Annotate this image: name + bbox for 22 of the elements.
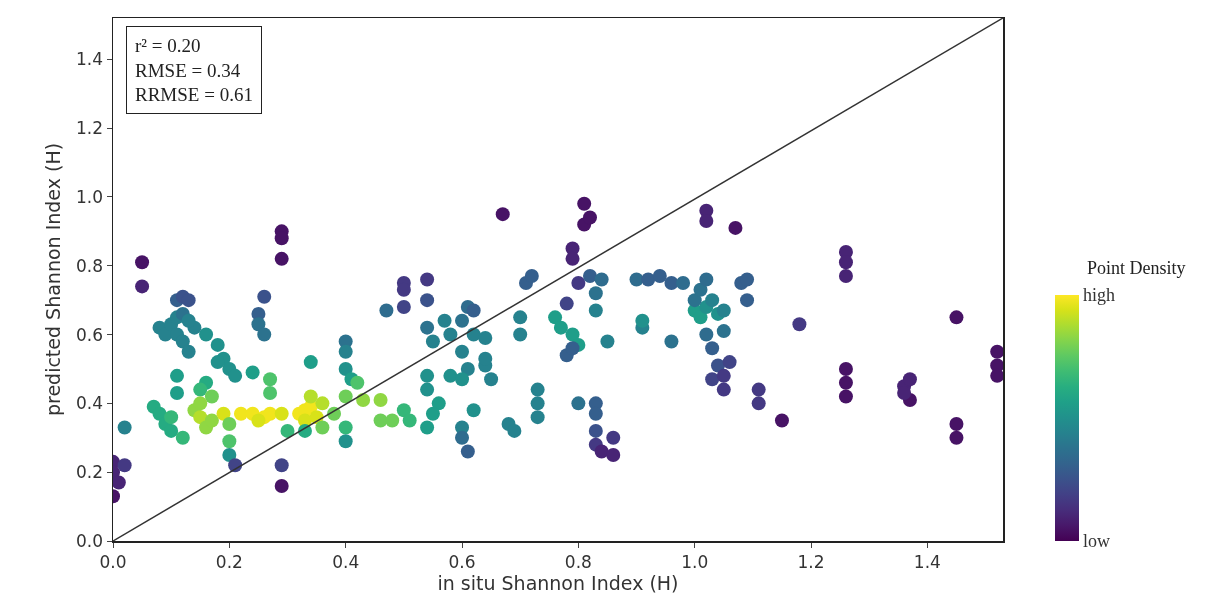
y-tick-label: 0.2	[76, 462, 104, 483]
x-tick-label: 1.4	[913, 551, 941, 572]
x-tick-label: 0.0	[99, 551, 127, 572]
y-tick-label: 1.2	[76, 118, 104, 139]
y-axis-title: predicted Shannon Index (H)	[42, 142, 65, 417]
x-tick-label: 0.8	[564, 551, 592, 572]
color-bar-label: low	[1083, 531, 1111, 552]
x-tick-label: 0.4	[332, 551, 360, 572]
annotation: r² = 0.20 RMSE = 0.34 RRMSE = 0.61	[135, 35, 253, 106]
y-tick-label: 0.8	[76, 255, 104, 276]
x-axis-title: in situ Shannon Index (H)	[437, 572, 679, 595]
y-tick-label: 0.4	[76, 393, 104, 414]
color-bar-title: Point Density	[1087, 258, 1186, 278]
x-tick-label: 1.2	[797, 551, 825, 572]
y-tick-label: 1.0	[76, 186, 104, 207]
x-tick-label: 0.6	[448, 551, 476, 572]
x-tick-label: 0.2	[215, 551, 243, 572]
y-tick-label: 1.4	[76, 49, 104, 70]
color-bar-label: high	[1083, 285, 1116, 306]
x-tick-label: 1.0	[681, 551, 709, 572]
y-tick-label: 0.6	[76, 324, 104, 345]
y-tick-label: 0.0	[76, 530, 104, 551]
